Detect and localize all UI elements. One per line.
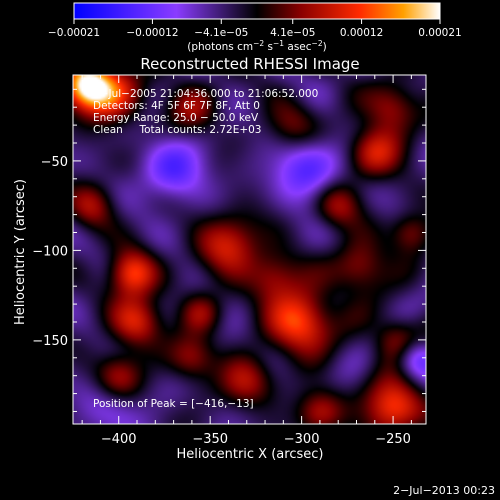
y-axis-ticks: −50 −100 −150	[32, 88, 426, 412]
x-axis-ticks: −400 −350 −300 −250	[81, 75, 412, 447]
colorbar-ticks: −0.00021 −0.00012 −4.1e−05 4.1e−05 0.00012 0.…	[48, 19, 462, 39]
annotation-block: 2−Jul−2005 21:04:36.000 to 21:06:52.000 …	[93, 88, 318, 136]
y-tick-label: −150	[32, 334, 68, 349]
colorbar-tick-label: −0.00021	[48, 27, 100, 39]
annotation-detectors: Detectors: 4F 5F 6F 7F 8F, Att 0	[93, 100, 260, 112]
colorbar-tick-label: −4.1e−05	[194, 27, 248, 39]
annotation-clean: Clean Total counts: 2.72E+03	[93, 124, 262, 136]
x-axis-label: Heliocentric X (arcsec)	[177, 447, 324, 462]
colorbar: −0.00021 −0.00012 −4.1e−05 4.1e−05 0.00012 0.…	[48, 2, 462, 53]
colorbar-tick-label: 0.00012	[340, 27, 383, 39]
y-axis-label: Heliocentric Y (arcsec)	[13, 179, 28, 325]
annotation-energy: Energy Range: 25.0 − 50.0 keV	[93, 112, 259, 124]
y-tick-label: −50	[41, 155, 68, 170]
colorbar-tick-label: 4.1e−05	[270, 27, 315, 39]
colorbar-unit-label: (photons cm−2 s−1 asec−2)	[187, 39, 326, 53]
plot-frame	[72, 74, 427, 425]
colorbar-tick-label: −0.00012	[126, 27, 178, 39]
x-tick-label: −300	[284, 432, 320, 447]
x-tick-label: −350	[192, 432, 228, 447]
annotation-time: 2−Jul−2005 21:04:36.000 to 21:06:52.000	[93, 88, 318, 100]
chart-title: Reconstructed RHESSI Image	[140, 55, 359, 73]
x-tick-label: −400	[101, 432, 137, 447]
render-timestamp: 2−Jul−2013 00:23	[393, 484, 495, 497]
colorbar-tick-label: 0.00021	[418, 27, 461, 39]
heatmap-image	[73, 75, 426, 424]
colorbar-gradient	[73, 2, 441, 20]
y-tick-label: −100	[32, 244, 68, 259]
peak-position-label: Position of Peak = [−416,−13]	[93, 398, 254, 410]
x-tick-label: −250	[375, 432, 411, 447]
